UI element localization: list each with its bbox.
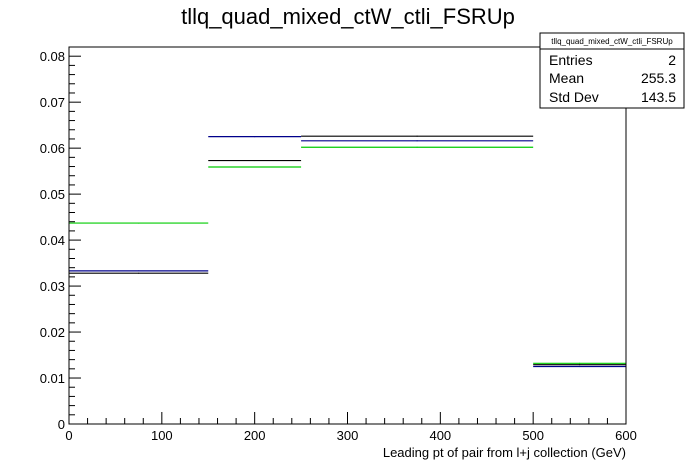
y-tick-label: 0.03 bbox=[40, 279, 65, 294]
x-axis: 0 100 200 300 400 500 600 bbox=[65, 412, 637, 443]
y-tick-label: 0.06 bbox=[40, 141, 65, 156]
stats-label-stddev: Std Dev bbox=[549, 89, 599, 105]
stats-value-mean: 255.3 bbox=[641, 70, 676, 86]
y-tick-label: 0.02 bbox=[40, 325, 65, 340]
y-tick-label: 0.05 bbox=[40, 187, 65, 202]
y-tick-label: 0.01 bbox=[40, 371, 65, 386]
y-tick-label: 0.04 bbox=[40, 233, 65, 248]
stats-box: tllq_quad_mixed_ctW_ctli_FSRUp Entries 2… bbox=[539, 32, 685, 109]
y-tick-label: 0 bbox=[58, 417, 65, 432]
stats-label-mean: Mean bbox=[549, 70, 584, 86]
x-tick-label: 500 bbox=[522, 428, 544, 443]
x-tick-label: 600 bbox=[615, 428, 637, 443]
x-tick-label: 400 bbox=[429, 428, 451, 443]
stats-label-entries: Entries bbox=[549, 52, 593, 68]
x-tick-label: 0 bbox=[65, 428, 72, 443]
stats-value-entries: 2 bbox=[668, 52, 676, 68]
x-tick-label: 300 bbox=[337, 428, 359, 443]
series-layer bbox=[69, 135, 626, 368]
x-tick-label: 200 bbox=[244, 428, 266, 443]
chart-title: tllq_quad_mixed_ctW_ctli_FSRUp bbox=[181, 4, 515, 29]
y-axis: 0 0.01 0.02 0.03 0.04 0.05 0.06 0.07 0.08 bbox=[40, 46, 81, 432]
y-tick-label: 0.08 bbox=[40, 49, 65, 64]
y-tick-label: 0.07 bbox=[40, 95, 65, 110]
x-axis-label: Leading pt of pair from l+j collection (… bbox=[383, 445, 626, 460]
stats-value-stddev: 143.5 bbox=[641, 89, 676, 105]
stats-box-frame bbox=[539, 32, 685, 109]
stats-box-title: tllq_quad_mixed_ctW_ctli_FSRUp bbox=[551, 37, 673, 46]
x-tick-label: 100 bbox=[151, 428, 173, 443]
